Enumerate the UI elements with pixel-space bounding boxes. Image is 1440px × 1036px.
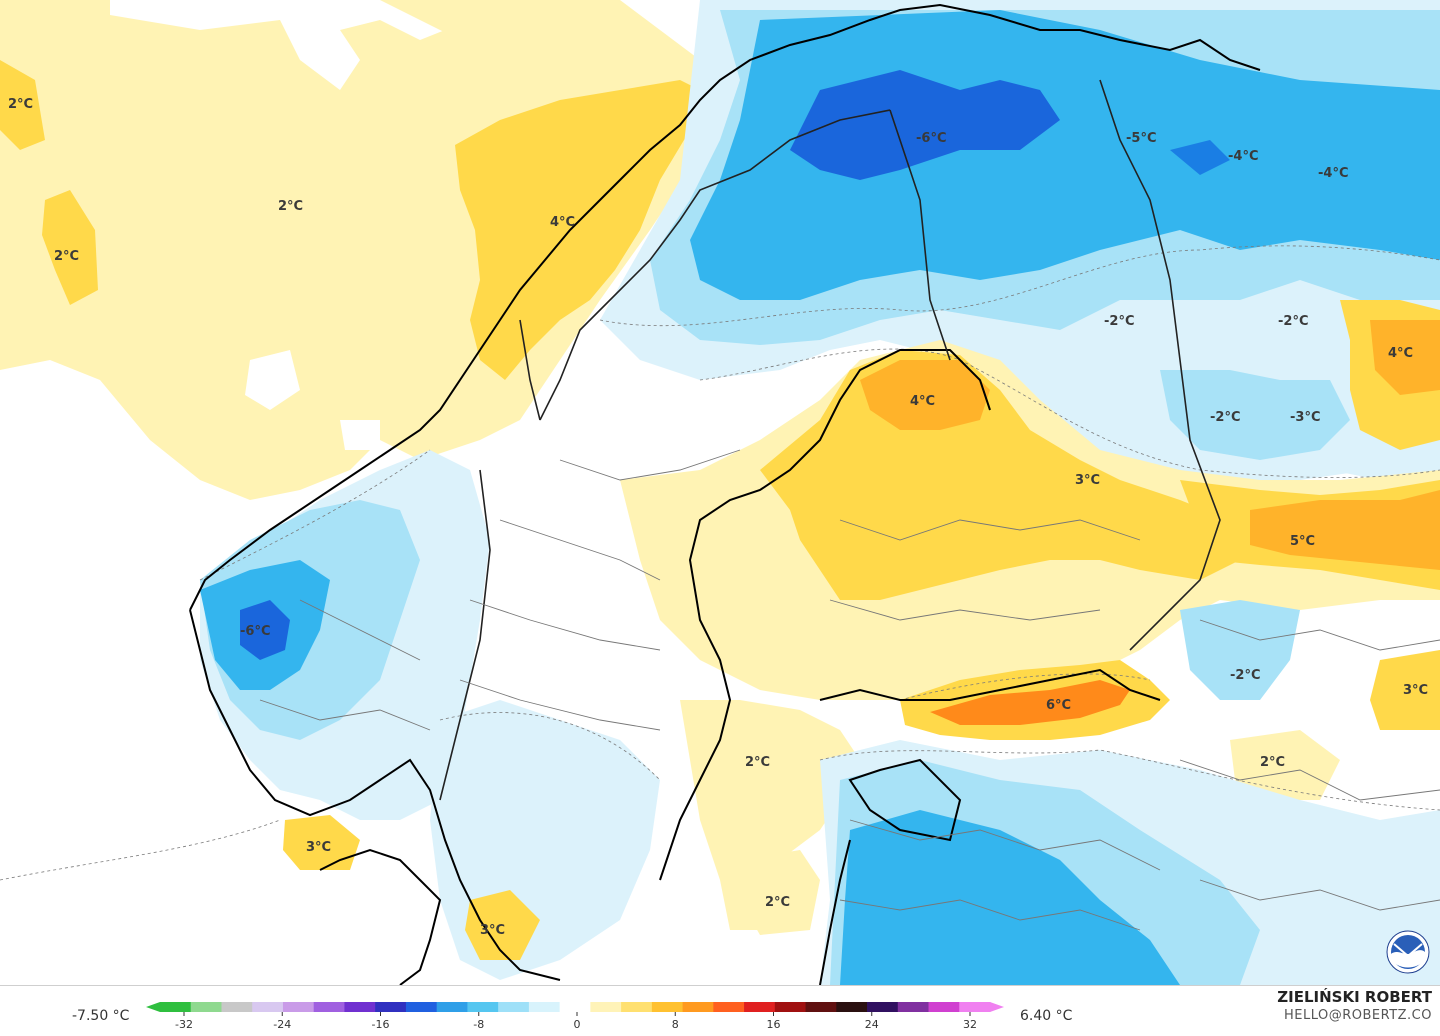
warm-light-region-south [740, 850, 820, 935]
temp-label: 4°C [550, 215, 575, 230]
colorbar-cell [498, 1002, 530, 1012]
temp-label: 3°C [480, 923, 505, 938]
colorbar-cell [651, 1002, 684, 1012]
warm-region-west-edge [0, 60, 45, 150]
contour-lines [0, 245, 1440, 881]
colorbar-cell [836, 1002, 868, 1012]
warm-strong-region-russia [1250, 490, 1440, 570]
temp-label: -4°C [1318, 166, 1348, 181]
warm-region-russia-east [1370, 650, 1440, 730]
colorbar-tick-label: 8 [672, 1018, 679, 1031]
region-borders [259, 449, 1440, 931]
temp-label: -2°C [1230, 668, 1260, 683]
temp-label: 3°C [306, 840, 331, 855]
temp-label: -4°C [1228, 149, 1258, 164]
temp-label: 4°C [1388, 346, 1413, 361]
warm-region-skagerrak [283, 815, 360, 870]
colorbar-ticks: -32 -24 -16 -8 0 8 16 24 32 [175, 1012, 977, 1031]
warm-light-region-north [380, 0, 620, 40]
colorbar-tick-label: -16 [372, 1018, 390, 1031]
colorbar-cell [959, 1002, 991, 1012]
temp-label: 2°C [54, 249, 79, 264]
temp-label: 2°C [765, 895, 790, 910]
country-borders [439, 79, 1221, 801]
cool-region-russia-east [1180, 600, 1300, 700]
cold-region-baltic-states [840, 810, 1180, 985]
temp-label: 3°C [1075, 473, 1100, 488]
legend: -7.50 °C -32 -24 -16 -8 0 8 16 24 32 6.40 °C ZIE… [0, 985, 1440, 1036]
legend-colorbar: -32 -24 -16 -8 0 8 16 24 32 [146, 1002, 1004, 1031]
colorbar-tick-label: 32 [963, 1018, 977, 1031]
colorbar-tick-label: 0 [574, 1018, 581, 1031]
temp-label: 4°C [910, 394, 935, 409]
colorbar-tick-label: 24 [865, 1018, 879, 1031]
colorbar-right-arrow [990, 1002, 1004, 1012]
temp-label: -2°C [1278, 314, 1308, 329]
warm-region-denmark [465, 890, 540, 960]
temp-label: -3°C [1290, 410, 1320, 425]
white-hole-1 [245, 350, 300, 410]
colorbar-cell [559, 1002, 591, 1012]
coastlines [189, 3, 1261, 985]
colorbar-cell [528, 1002, 561, 1012]
temperature-labels: 2°C 2°C 2°C 4°C -6°C -5°C -4°C -4°C -2°C… [8, 97, 1428, 938]
colorbar-cell [344, 1002, 376, 1012]
colorbar-cell [713, 1002, 745, 1012]
warm-light-region-russia-south [1230, 730, 1340, 800]
credit-name: ZIELIŃSKI ROBERT [1277, 988, 1432, 1006]
colorbar-cell [436, 1002, 468, 1012]
colorbar-cell [190, 1002, 222, 1012]
colorbar-cell [375, 1002, 407, 1012]
temp-label: 5°C [1290, 534, 1315, 549]
temp-label: 6°C [1046, 698, 1071, 713]
colorbar-cell [221, 1002, 253, 1012]
legend-min-label: -7.50 °C [72, 1008, 130, 1024]
warm-strong-region-east [1370, 320, 1440, 395]
credit-email: HELLO@ROBERTZ.CO [1283, 1008, 1432, 1023]
white-hole-2 [340, 420, 380, 450]
colorbar-left-arrow [146, 1002, 160, 1012]
colorbar-cell [744, 1002, 776, 1012]
colorbar-cell [805, 1002, 837, 1012]
temp-label: 2°C [1260, 755, 1285, 770]
temp-label: -2°C [1104, 314, 1134, 329]
temp-label: 3°C [1403, 683, 1428, 698]
colorbar-cell [405, 1002, 438, 1012]
colorbar-cell [621, 1002, 653, 1012]
colorbar-cell [774, 1002, 807, 1012]
legend-max-label: 6.40 °C [1020, 1008, 1073, 1024]
hot-region-gulf [930, 680, 1130, 725]
colorbar-tick-label: -24 [273, 1018, 291, 1031]
warm-region-sea-blob [42, 190, 98, 305]
colorbar-cell [467, 1002, 499, 1012]
warm-light-region-baltic [680, 700, 860, 930]
temp-label: 2°C [278, 199, 303, 214]
colorbar-cell [928, 1002, 960, 1012]
temp-label: -2°C [1210, 410, 1240, 425]
colorbar-cells [146, 1002, 1004, 1012]
colorbar-cell [897, 1002, 930, 1012]
colorbar-cell [160, 1002, 192, 1012]
temp-label: 2°C [8, 97, 33, 112]
colorbar-cell [282, 1002, 315, 1012]
cold-deep-region-norway [240, 600, 290, 660]
colorbar-tick-label: -32 [175, 1018, 193, 1031]
temp-label: -6°C [916, 131, 946, 146]
cool-region-karelia [1160, 370, 1350, 460]
temp-label: -5°C [1126, 131, 1156, 146]
colorbar-cell [682, 1002, 714, 1012]
noaa-logo-icon [1386, 930, 1430, 974]
colorbar-tick-label: 16 [767, 1018, 781, 1031]
temp-label: 2°C [745, 755, 770, 770]
warm-strong-region-bothnia [860, 360, 990, 430]
temperature-map: 2°C 2°C 2°C 4°C -6°C -5°C -4°C -4°C -2°C… [0, 0, 1440, 985]
colorbar-tick-label: -8 [473, 1018, 484, 1031]
colorbar-cell [252, 1002, 284, 1012]
cold-deep-region-lapland [790, 70, 1060, 180]
temp-label: -6°C [240, 624, 270, 639]
colorbar-cell [313, 1002, 345, 1012]
colorbar-cell [867, 1002, 899, 1012]
cold-region-kola-spots [1170, 140, 1230, 175]
colorbar-cell [590, 1002, 622, 1012]
